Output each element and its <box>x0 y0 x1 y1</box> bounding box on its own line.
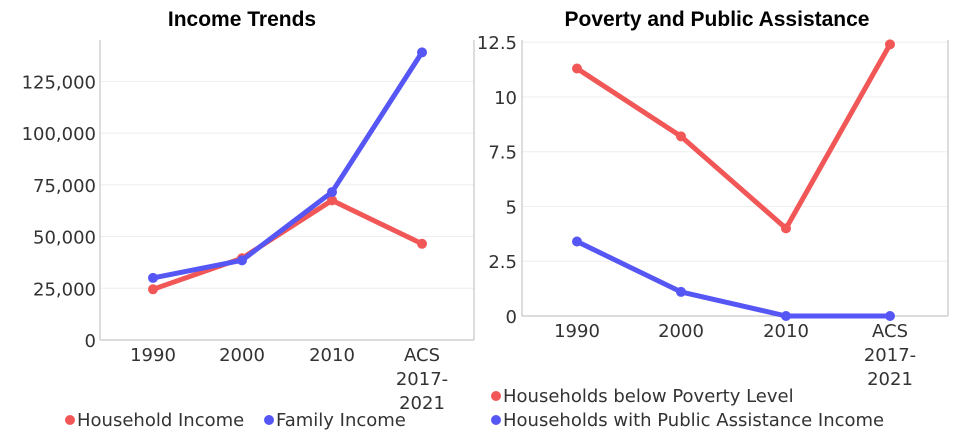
income-y-ticks: 0 25,000 50,000 75,000 100,000 125,000 <box>22 72 96 352</box>
income-y-tick-label: 25,000 <box>33 279 96 300</box>
income-x-tick-label: 2010 <box>309 345 355 366</box>
poverty-y-tick-label: 7.5 <box>488 143 517 164</box>
income-legend: Household Income Family Income <box>65 410 406 431</box>
income-data-point <box>327 195 337 206</box>
income-legend-label: Family Income <box>276 410 406 431</box>
poverty-legend-label: Households with Public Assistance Income <box>503 410 884 431</box>
poverty-series-line-0 <box>574 41 893 231</box>
poverty-x-ticks: 1990 2000 2010 ACS 2017-2021 <box>554 321 916 390</box>
poverty-y-tick-label: 2.5 <box>488 252 517 273</box>
poverty-y-tick-label: 10 <box>494 88 517 109</box>
poverty-data-point <box>676 131 686 142</box>
income-series <box>148 47 427 295</box>
poverty-x-tick-label: ACS 2017-2021 <box>864 321 916 390</box>
income-data-point <box>148 272 158 283</box>
income-y-tick-label: 100,000 <box>22 124 96 145</box>
income-axes <box>99 40 475 341</box>
income-legend-label: Household Income <box>77 410 244 431</box>
poverty-gridlines <box>522 41 948 262</box>
income-x-tick-label: 2000 <box>219 345 265 366</box>
income-trends-title: Income Trends <box>168 8 316 31</box>
poverty-y-tick-label: 12.5 <box>477 33 517 54</box>
poverty-x-tick-label: 2000 <box>658 321 704 342</box>
poverty-legend-label: Households below Poverty Level <box>503 386 794 407</box>
income-data-point <box>417 47 427 58</box>
income-x-ticks: 1990 2000 2010 ACS 2017-2021 <box>130 345 448 414</box>
poverty-y-tick-label: 5 <box>506 197 517 218</box>
poverty-data-point <box>676 286 686 297</box>
poverty-y-ticks: 0 2.5 5 7.5 10 12.5 <box>477 33 517 328</box>
poverty-axes <box>521 40 949 317</box>
income-y-tick-label: 75,000 <box>33 176 96 197</box>
income-gridlines <box>100 80 474 289</box>
income-x-tick-label: ACS 2017-2021 <box>396 345 448 414</box>
poverty-data-point <box>885 39 895 50</box>
income-legend-marker <box>65 415 75 425</box>
poverty-data-point <box>781 311 791 321</box>
poverty-legend-marker <box>491 415 501 425</box>
poverty-data-point <box>572 236 582 247</box>
poverty-x-tick-label: 1990 <box>554 321 600 342</box>
income-data-point <box>417 238 427 249</box>
income-y-tick-label: 50,000 <box>33 228 96 249</box>
poverty-y-tick-label: 0 <box>506 307 517 328</box>
income-data-point <box>327 187 337 198</box>
income-series-line-1 <box>150 49 425 281</box>
poverty-x-tick-label: 2010 <box>763 321 809 342</box>
poverty-legend-marker <box>491 391 501 401</box>
income-x-tick-label: 1990 <box>130 345 176 366</box>
income-y-tick-label: 125,000 <box>22 72 96 93</box>
income-series-line-0 <box>150 197 425 292</box>
income-trends-chart: Income Trends 0 25,000 50,000 75,000 100,000… <box>22 8 475 431</box>
poverty-series-line-1 <box>574 239 893 319</box>
income-data-point <box>148 284 158 295</box>
poverty-assistance-title: Poverty and Public Assistance <box>564 8 869 31</box>
income-y-tick-label: 0 <box>85 331 96 352</box>
poverty-legend: Households below Poverty Level Households… <box>491 386 884 431</box>
poverty-data-point <box>572 63 582 74</box>
poverty-series <box>572 39 895 321</box>
income-data-point <box>237 255 247 266</box>
poverty-data-point <box>885 311 895 321</box>
income-legend-marker <box>264 415 274 425</box>
poverty-assistance-chart: Poverty and Public Assistance 0 2.5 5 7.5 10… <box>477 8 949 431</box>
poverty-data-point <box>781 223 791 234</box>
